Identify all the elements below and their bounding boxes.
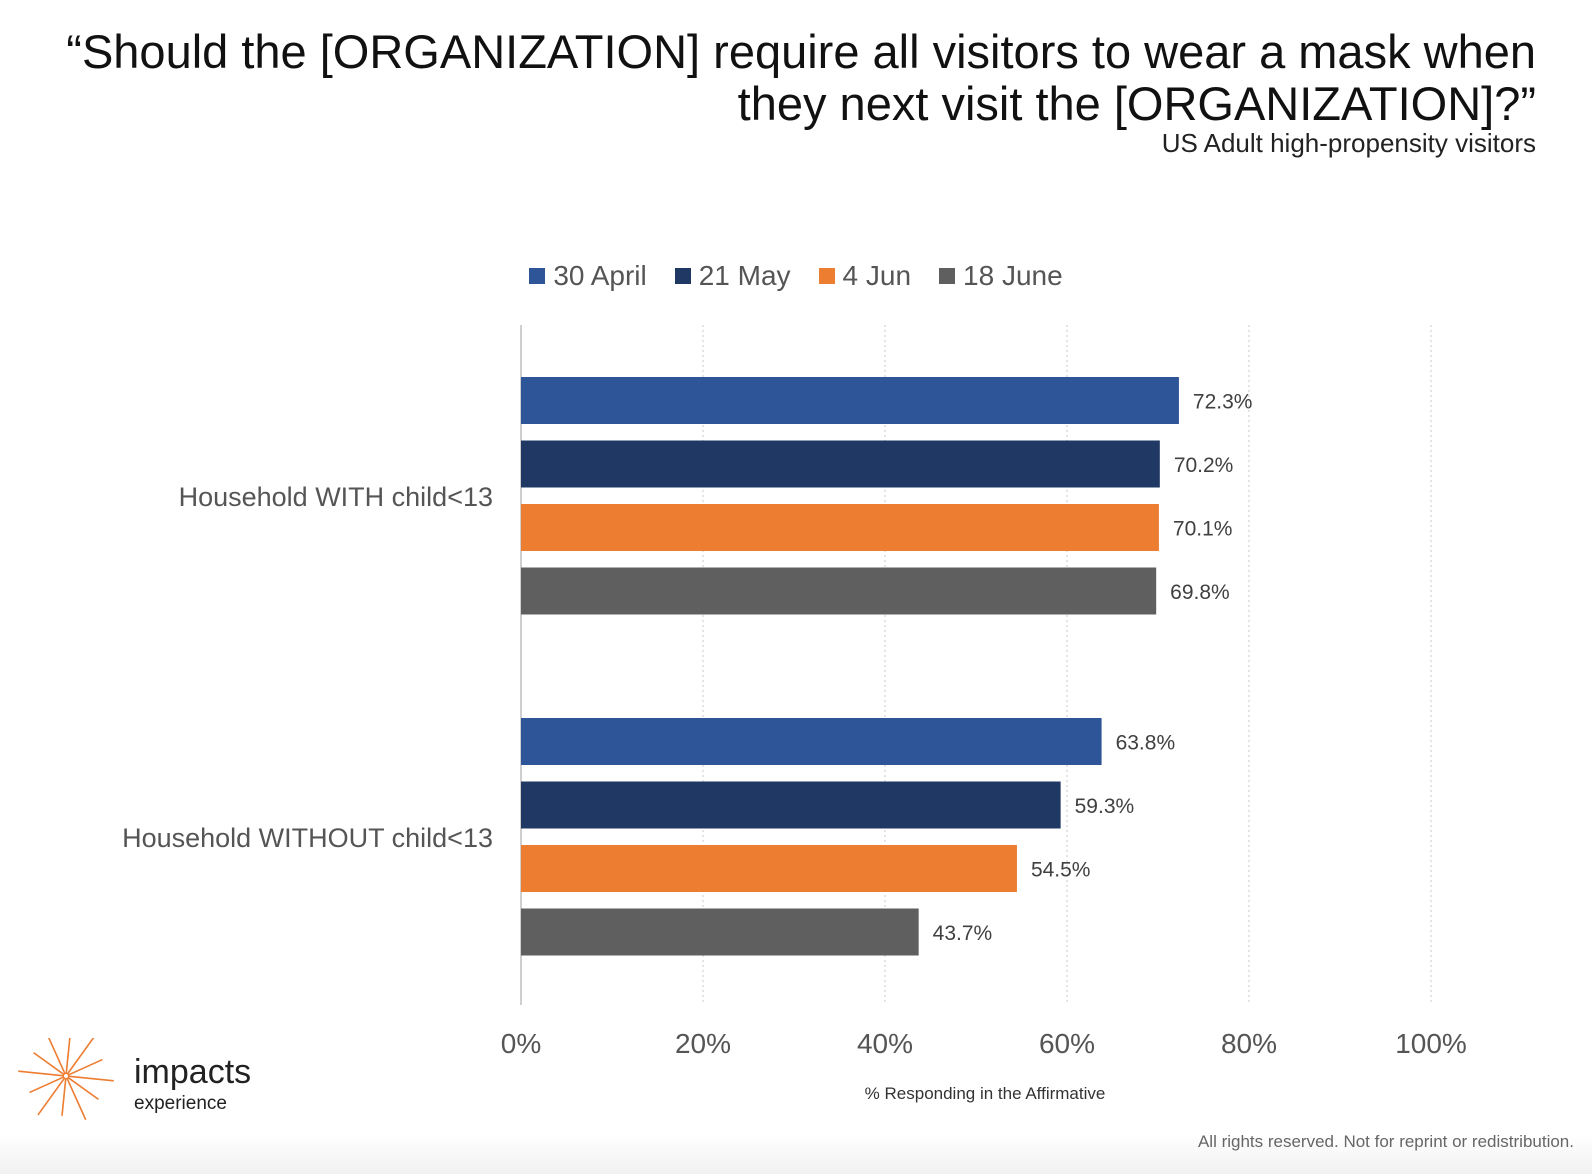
category-label-0: Household WITH child<13 [179,482,493,512]
data-label-1-0: 63.8% [1116,732,1176,755]
bottom-shade [0,1134,1592,1174]
legend-swatch-21-may [674,268,691,284]
logo-ray [37,1077,66,1116]
bar-1-2 [521,845,1017,892]
data-label-0-0: 72.3% [1193,391,1253,414]
logo-ray [47,1038,66,1075]
x-axis-title: % Responding in the Affirmative [864,1084,1106,1103]
logo-ray [65,1038,71,1075]
bar-0-1 [521,440,1160,488]
legend-item-4-jun: 4 Jun [818,260,912,292]
data-label-0-1: 70.2% [1174,454,1234,477]
legend-swatch-4-jun [818,268,835,284]
legend-label-18-june: 18 June [963,260,1063,291]
logo-ray [18,1070,65,1077]
bar-1-3 [521,908,919,956]
legend-label-30-april: 30 April [553,260,647,291]
x-tick-label-80: 80% [1221,1028,1277,1059]
legend-item-21-may: 21 May [674,260,791,292]
category-label-1: Household WITHOUT child<13 [122,823,493,853]
logo-ray [66,1077,87,1121]
legend-item-30-april: 30 April [529,260,647,292]
bar-1-0 [521,718,1102,765]
legend-label-4-jun: 4 Jun [842,260,912,291]
data-label-0-3: 69.8% [1170,581,1230,604]
sunburst-logo-icon [18,1038,114,1121]
x-tick-label-40: 40% [857,1028,913,1059]
legend-label-21-may: 21 May [698,260,791,291]
data-label-0-2: 70.1% [1173,518,1233,541]
logo-ray [61,1077,67,1116]
logo-ray [33,1051,65,1076]
logo-ray [67,1076,99,1101]
data-label-1-1: 59.3% [1075,795,1135,818]
bar-0-2 [521,504,1159,551]
x-tick-label-0: 0% [501,1028,541,1059]
logo-ray [67,1075,114,1082]
footer-note: All rights reserved. Not for reprint or … [1197,1132,1574,1151]
x-tick-label-60: 60% [1039,1028,1095,1059]
x-tick-label-20: 20% [675,1028,731,1059]
chart-title: “Should the [ORGANIZATION] require all v… [66,25,1536,130]
bar-0-3 [521,567,1157,615]
logo-subtext: experience [134,1093,227,1114]
bar-1-1 [521,781,1061,829]
legend-item-18-june: 18 June [939,260,1063,292]
logo-ray [67,1058,103,1076]
data-label-1-3: 43.7% [933,922,993,945]
legend-swatch-18-june [939,268,956,284]
data-label-1-2: 54.5% [1031,859,1091,882]
logo-ray [66,1038,95,1075]
logo-wordmark: impacts [134,1053,252,1091]
bar-0-0 [521,377,1179,424]
legend: 30 April 21 May 4 Jun 18 June [0,260,1592,292]
legend-swatch-30-april [529,268,546,284]
logo-ray [29,1076,65,1094]
x-tick-label-100: 100% [1395,1028,1467,1059]
chart-subtitle: US Adult high-propensity visitors [1161,128,1536,158]
